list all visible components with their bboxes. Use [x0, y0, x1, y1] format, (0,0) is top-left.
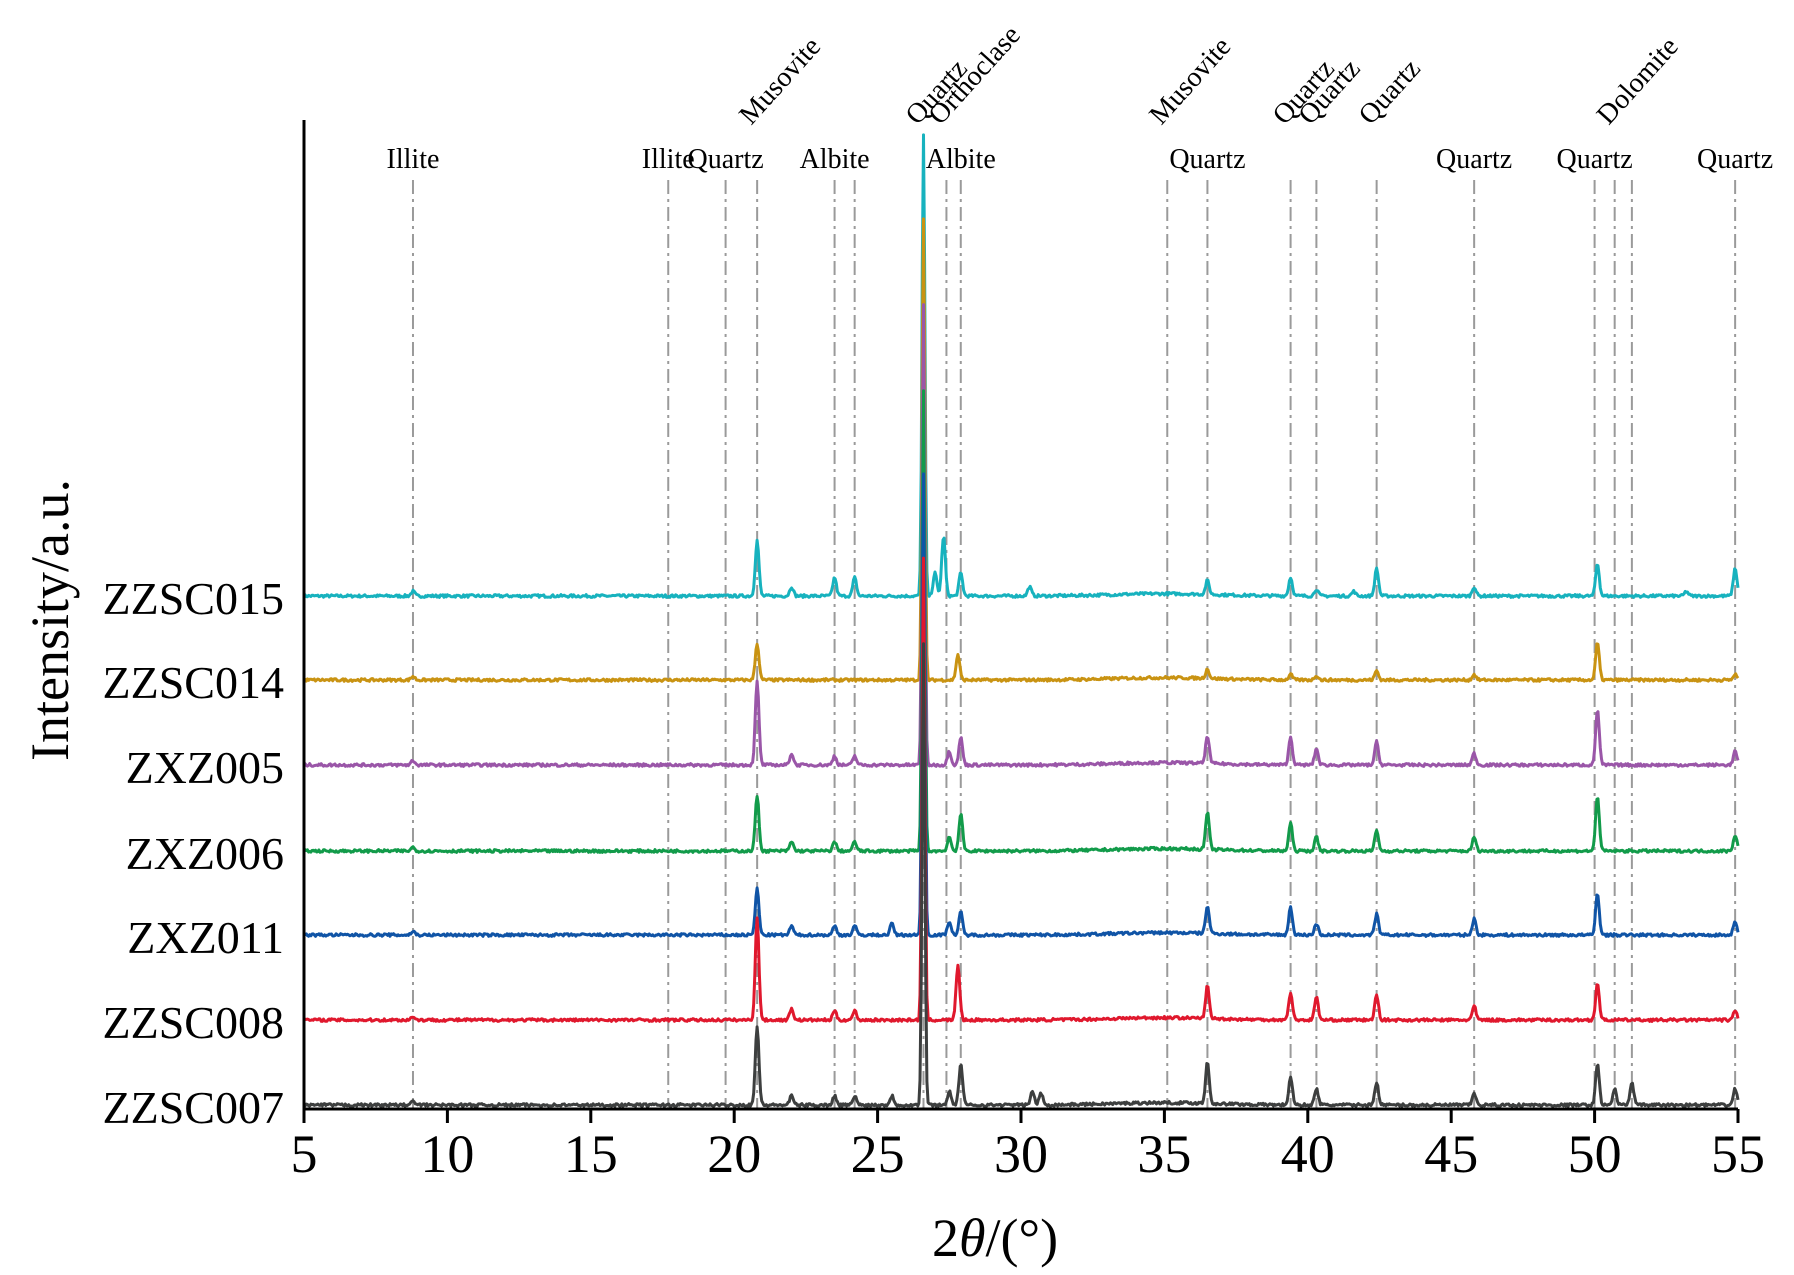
mineral-label: Albite [800, 144, 870, 175]
mineral-label: Quartz [1169, 144, 1245, 175]
axes [302, 120, 1738, 1111]
mineral-label: Quartz [1436, 144, 1512, 175]
series-label: ZZSC008 [103, 997, 284, 1048]
mineral-label: Albite [926, 144, 996, 175]
mineral-label: Dolomite [1591, 31, 1685, 130]
x-tick-label: 55 [1711, 1124, 1765, 1184]
series-line [303, 217, 1740, 683]
x-tick-label: 15 [564, 1124, 618, 1184]
series-line [302, 556, 1740, 1023]
series-label: ZXZ006 [126, 828, 284, 879]
x-ticks: 5 10 15 20 25 30 35 40 45 50 55 [291, 1109, 1765, 1184]
series-line [303, 303, 1740, 768]
x-tick-label: 35 [1137, 1124, 1191, 1184]
series-group [302, 133, 1740, 1108]
series-line [303, 389, 1740, 854]
x-tick-label: 45 [1424, 1124, 1478, 1184]
x-tick-label: 30 [994, 1124, 1048, 1184]
x-axis-title-two: 2 [932, 1208, 959, 1268]
x-tick-label: 25 [851, 1124, 905, 1184]
mineral-label: Quartz [1557, 144, 1633, 175]
x-tick-label: 20 [707, 1124, 761, 1184]
series-label: ZZSC007 [103, 1082, 284, 1133]
series-label: ZZSC014 [103, 657, 284, 708]
mineral-label: Illite [642, 144, 695, 175]
x-tick-label: 50 [1568, 1124, 1622, 1184]
x-tick-label: 10 [420, 1124, 474, 1184]
y-axis-title: Intensity/a.u. [20, 479, 80, 761]
mineral-label: Quartz [688, 144, 764, 175]
mineral-label: Quartz [1353, 53, 1427, 130]
series-line [302, 642, 1740, 1108]
series-label: ZXZ005 [126, 742, 284, 793]
mineral-label: Illite [387, 144, 440, 175]
reference-lines [411, 180, 1737, 1109]
series-labels: ZZSC015 ZZSC014 ZXZ005 ZXZ006 ZXZ011 ZZSC008 Z… [103, 573, 284, 1133]
x-tick-label: 40 [1281, 1124, 1335, 1184]
mineral-label: Musovite [1143, 31, 1237, 130]
series-label: ZZSC015 [103, 573, 284, 624]
mineral-label: Quartz [1697, 144, 1773, 175]
series-line [303, 472, 1740, 938]
mineral-labels: Illite IlliteQuartzMusoviteAlbiteQuartzOr… [387, 20, 1774, 175]
x-axis-title-unit: /(°) [985, 1208, 1058, 1268]
x-tick-label: 5 [291, 1124, 318, 1184]
x-axis-title: 2θ/(°) [932, 1208, 1058, 1268]
x-axis-title-theta: θ [959, 1208, 986, 1268]
series-label: ZXZ011 [127, 912, 284, 963]
mineral-label: Musovite [733, 31, 827, 130]
series-line [302, 133, 1740, 599]
